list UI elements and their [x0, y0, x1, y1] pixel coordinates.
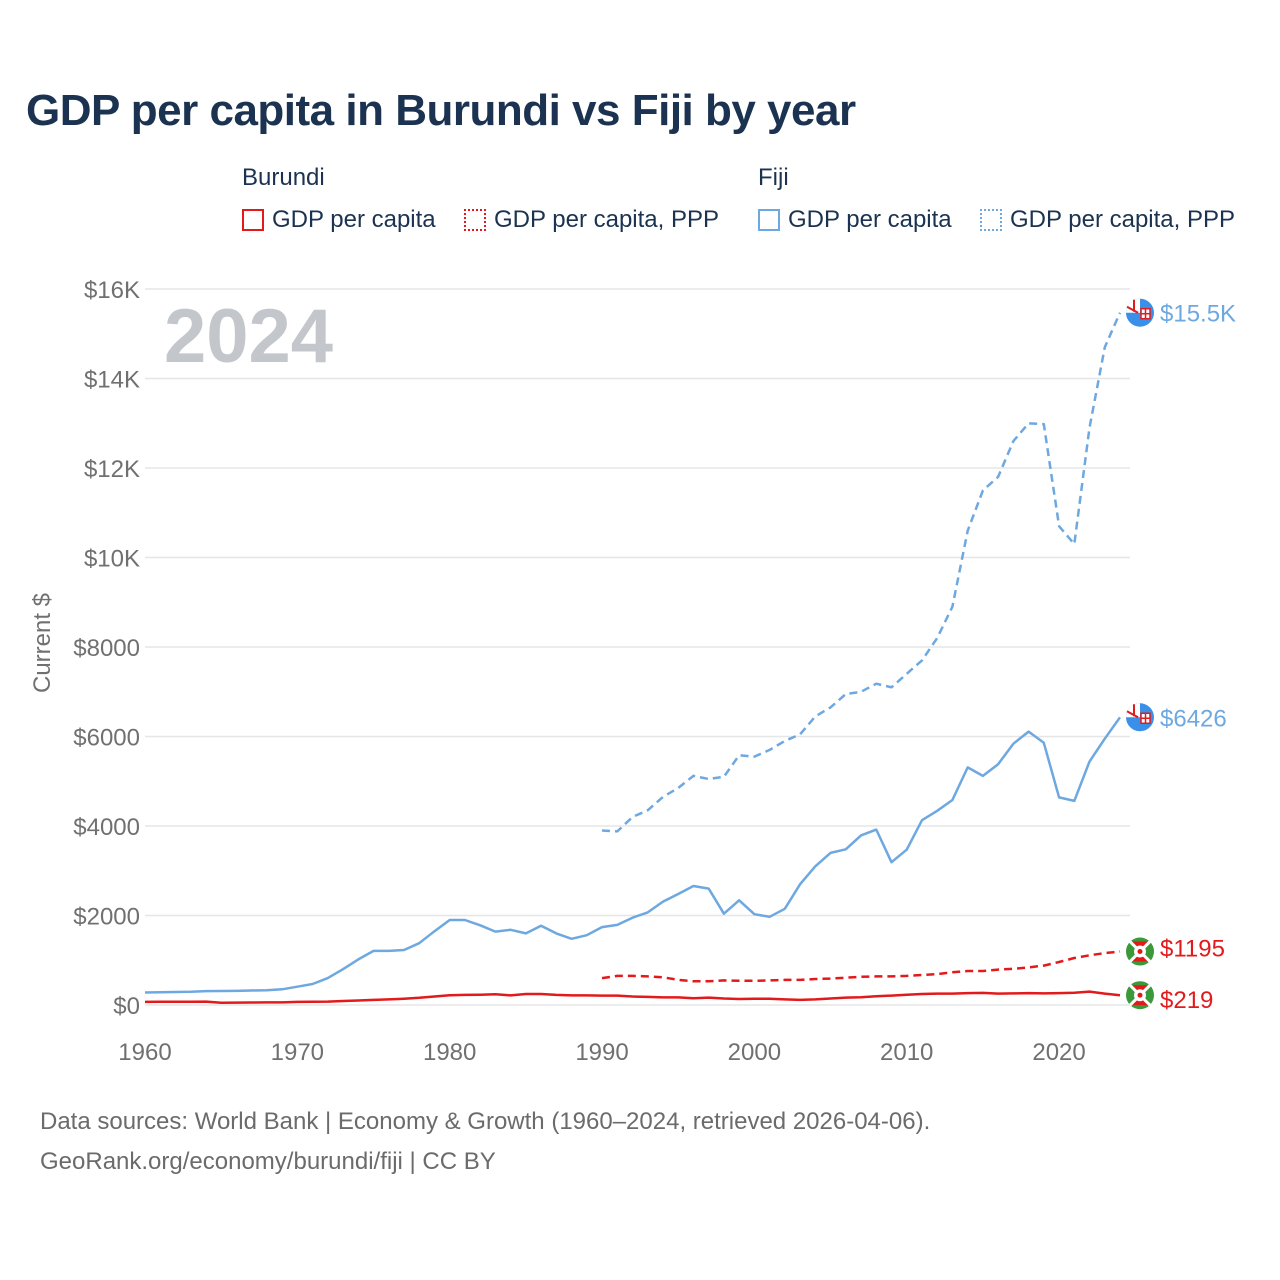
legend-swatch-solid-red [242, 209, 264, 231]
legend-item-burundi-gdp[interactable]: GDP per capita [242, 206, 436, 234]
year-watermark: 2024 [164, 294, 333, 379]
legend-group-fiji: Fiji [758, 164, 789, 191]
footer-sources: Data sources: World Bank | Economy & Gro… [40, 1108, 931, 1135]
legend-swatch-dotted-red [464, 209, 486, 231]
x-tick-label: 2020 [1032, 1039, 1085, 1066]
y-tick-label: $2000 [73, 904, 140, 931]
y-tick-label: $6000 [73, 725, 140, 752]
gridlines [145, 288, 1130, 1006]
burundi-flag-icon [1126, 981, 1154, 1010]
x-tick-label: 2010 [880, 1039, 933, 1066]
y-tick-label: $10K [84, 546, 140, 573]
line-chart: $0 $2000 $4000 $6000 $8000 $10K $12K $14K $16K 1… [29, 277, 1236, 1066]
legend-item-burundi-gdp-ppp[interactable]: GDP per capita, PPP [464, 206, 719, 234]
y-tick-label: $4000 [73, 814, 140, 841]
legend-group-burundi: Burundi [242, 164, 325, 191]
x-axis-ticks: 1960 1970 1980 1990 2000 2010 2020 [118, 1039, 1085, 1066]
legend-label: GDP per capita [272, 206, 436, 233]
series-lines [144, 312, 1122, 1004]
footer-link[interactable]: GeoRank.org/economy/burundi/fiji | CC BY [40, 1148, 496, 1175]
series-end-label: $1195 [1160, 936, 1225, 963]
fiji-flag-icon [1126, 298, 1154, 327]
y-axis-label: Current $ [29, 593, 56, 693]
y-tick-label: $12K [84, 456, 140, 483]
legend-label: GDP per capita, PPP [494, 206, 719, 233]
series-line [601, 312, 1122, 833]
fiji-flag-icon [1126, 703, 1154, 732]
y-tick-label: $0 [113, 993, 140, 1020]
y-tick-label: $14K [84, 367, 140, 394]
series-line [601, 950, 1121, 983]
legend-label: GDP per capita, PPP [1010, 206, 1235, 233]
legend-swatch-solid-blue [758, 209, 780, 231]
x-tick-label: 1970 [271, 1039, 324, 1066]
x-tick-label: 1990 [575, 1039, 628, 1066]
x-tick-label: 2000 [728, 1039, 781, 1066]
x-tick-label: 1980 [423, 1039, 476, 1066]
legend-item-fiji-gdp-ppp[interactable]: GDP per capita, PPP [980, 206, 1235, 234]
series-end-markers: $15.5K $6426 $1195 $219 [1126, 298, 1236, 1014]
series-line [144, 990, 1121, 1004]
chart-title: GDP per capita in Burundi vs Fiji by yea… [26, 86, 856, 135]
y-axis-ticks: $0 $2000 $4000 $6000 $8000 $10K $12K $14K $16K [73, 277, 140, 1020]
legend-label: GDP per capita [788, 206, 952, 233]
series-end-label: $219 [1160, 987, 1213, 1014]
legend-item-fiji-gdp[interactable]: GDP per capita [758, 206, 952, 234]
series-end-label: $6426 [1160, 705, 1227, 732]
burundi-flag-icon [1126, 937, 1154, 966]
y-tick-label: $8000 [73, 635, 140, 662]
y-tick-label: $16K [84, 277, 140, 304]
series-end-label: $15.5K [1160, 301, 1236, 328]
legend-swatch-dotted-blue [980, 209, 1002, 231]
series-line [144, 716, 1122, 994]
x-tick-label: 1960 [118, 1039, 171, 1066]
